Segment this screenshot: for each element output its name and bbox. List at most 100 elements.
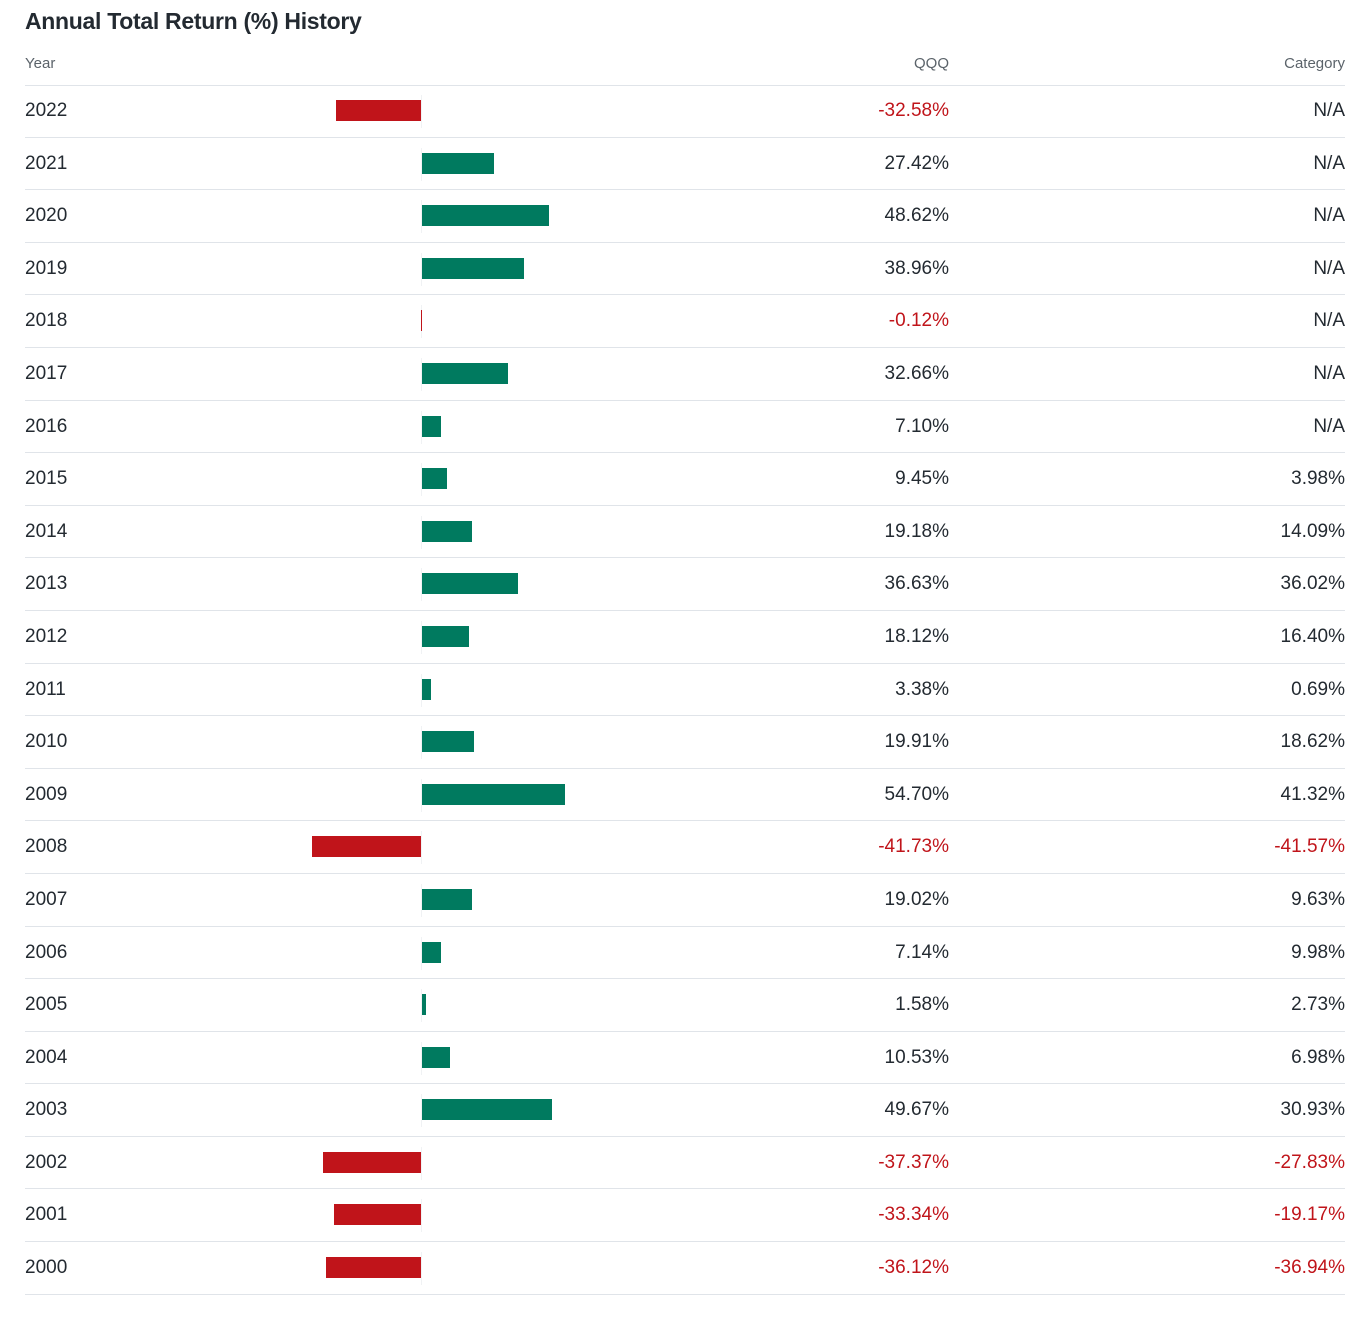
category-return-cell: 30.93% — [1280, 1099, 1345, 1121]
zero-axis — [421, 883, 422, 917]
zero-axis — [421, 1094, 422, 1128]
qqq-return-cell: -33.34% — [878, 1204, 949, 1226]
category-return-cell: N/A — [1313, 205, 1345, 227]
qqq-return-cell: 18.12% — [884, 625, 949, 647]
return-bar — [422, 257, 525, 279]
table-row: 2006 7.14% 9.98% — [25, 927, 1345, 980]
table-row: 2016 7.10% N/A — [25, 401, 1345, 454]
category-return-cell: 3.98% — [1291, 468, 1345, 490]
qqq-return-cell: -32.58% — [878, 100, 949, 121]
qqq-return-cell: 9.45% — [895, 468, 949, 490]
qqq-return-cell: -41.73% — [878, 836, 949, 858]
table-row: 2008 -41.73% -41.57% — [25, 821, 1345, 874]
qqq-return-cell: 27.42% — [884, 152, 949, 174]
zero-axis — [421, 726, 422, 760]
return-bar — [422, 573, 518, 595]
zero-axis — [421, 357, 422, 391]
category-return-cell: -27.83% — [1274, 1151, 1345, 1173]
category-return-cell: N/A — [1313, 362, 1345, 384]
year-cell: 2011 — [25, 678, 66, 700]
table-row: 2011 3.38% 0.69% — [25, 664, 1345, 717]
qqq-return-cell: 7.10% — [895, 415, 949, 437]
qqq-return-cell: 48.62% — [884, 205, 949, 227]
return-bar — [422, 152, 494, 174]
qqq-return-cell: 54.70% — [884, 783, 949, 805]
year-cell: 2019 — [25, 257, 68, 279]
year-cell: 2020 — [25, 205, 68, 227]
year-cell: 2008 — [25, 836, 68, 858]
category-return-cell: 14.09% — [1280, 520, 1345, 542]
table-row: 2018 -0.12% N/A — [25, 295, 1345, 348]
zero-axis — [421, 568, 422, 602]
year-cell: 2009 — [25, 783, 68, 805]
zero-axis — [421, 620, 422, 654]
year-cell: 2010 — [25, 731, 68, 753]
return-bar — [422, 994, 427, 1016]
year-cell: 2017 — [25, 362, 68, 384]
page-title: Annual Total Return (%) History — [25, 8, 362, 34]
table-header: Year QQQ Category — [25, 50, 1345, 86]
qqq-return-cell: 38.96% — [884, 257, 949, 279]
category-return-cell: -41.57% — [1274, 836, 1345, 858]
qqq-return-cell: 19.18% — [884, 520, 949, 542]
category-return-cell: 0.69% — [1291, 678, 1345, 700]
zero-axis — [421, 1199, 422, 1233]
qqq-return-cell: 36.63% — [884, 573, 949, 595]
category-return-cell: N/A — [1313, 257, 1345, 279]
table-row: 2014 19.18% 14.09% — [25, 506, 1345, 559]
table-row: 2000 -36.12% -36.94% — [25, 1242, 1345, 1295]
category-return-cell: 2.73% — [1291, 994, 1345, 1016]
qqq-return-cell: 19.91% — [884, 731, 949, 753]
zero-axis — [421, 410, 422, 444]
header-category: Category — [1284, 55, 1345, 72]
table-row: 2010 19.91% 18.62% — [25, 716, 1345, 769]
category-return-cell: N/A — [1313, 310, 1345, 332]
table-row: 2002 -37.37% -27.83% — [25, 1137, 1345, 1190]
zero-axis — [421, 778, 422, 812]
qqq-return-cell: 19.02% — [884, 888, 949, 910]
year-cell: 2006 — [25, 941, 68, 963]
table-body: 2022 -32.58% N/A 2021 27.42% N/A 2020 48.62% N/A… — [25, 85, 1345, 1295]
year-cell: 2004 — [25, 1046, 68, 1068]
qqq-return-cell: 7.14% — [895, 941, 949, 963]
zero-axis — [421, 147, 422, 181]
year-cell: 2016 — [25, 415, 68, 437]
zero-axis — [421, 95, 422, 128]
category-return-cell: 18.62% — [1280, 731, 1345, 753]
table-row: 2017 32.66% N/A — [25, 348, 1345, 401]
year-cell: 2001 — [25, 1204, 68, 1226]
year-cell: 2000 — [25, 1257, 68, 1279]
return-bar — [422, 415, 441, 437]
header-qqq: QQQ — [913, 55, 949, 72]
return-bar — [422, 205, 550, 227]
category-return-cell: 36.02% — [1280, 573, 1345, 595]
return-bar — [333, 1204, 421, 1226]
zero-axis — [421, 463, 422, 497]
category-return-cell: 41.32% — [1280, 783, 1345, 805]
qqq-return-cell: -0.12% — [888, 310, 949, 332]
qqq-return-cell: -36.12% — [878, 1257, 949, 1279]
year-cell: 2021 — [25, 152, 68, 174]
table-row: 2022 -32.58% N/A — [25, 85, 1345, 138]
table-row: 2001 -33.34% -19.17% — [25, 1189, 1345, 1243]
year-cell: 2018 — [25, 310, 68, 332]
return-bar — [422, 520, 473, 542]
zero-axis — [421, 936, 422, 970]
qqq-return-cell: 32.66% — [884, 362, 949, 384]
table-row: 2019 38.96% N/A — [25, 243, 1345, 296]
table-row: 2020 48.62% N/A — [25, 190, 1345, 243]
zero-axis — [421, 831, 422, 865]
year-cell: 2022 — [25, 100, 68, 121]
zero-axis — [421, 989, 422, 1023]
return-bar — [422, 783, 566, 805]
table-row: 2015 9.45% 3.98% — [25, 453, 1345, 506]
year-cell: 2005 — [25, 994, 68, 1016]
return-bar — [326, 1257, 421, 1279]
table-row: 2003 49.67% 30.93% — [25, 1084, 1345, 1137]
return-bar — [422, 1099, 553, 1121]
return-bar — [422, 731, 475, 753]
category-return-cell: -36.94% — [1274, 1257, 1345, 1279]
header-year: Year — [25, 55, 56, 72]
return-bar — [422, 888, 472, 910]
zero-axis — [421, 305, 422, 339]
